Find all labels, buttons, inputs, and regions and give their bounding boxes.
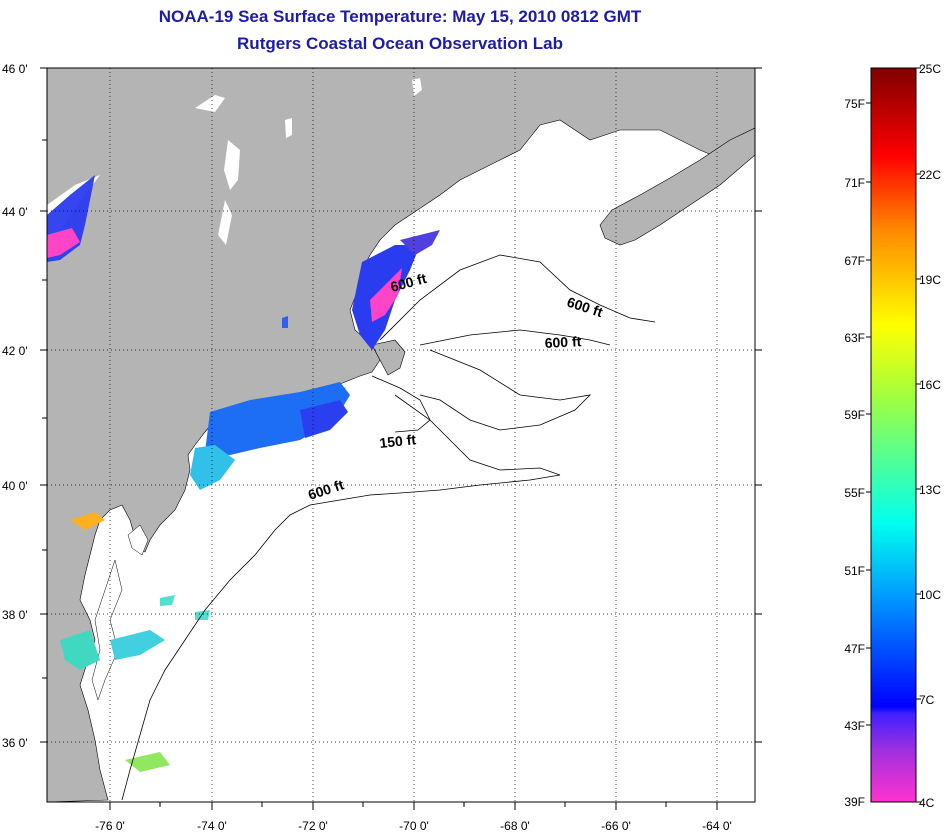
colorbar-f-label: 71F	[844, 176, 865, 190]
chesapeake-bay	[91, 559, 123, 701]
colorbar: 75F 71F 67F 63F 59F 55F 51F 47F 43F 39F …	[844, 62, 941, 810]
nova-scotia-land	[599, 127, 755, 246]
lon-label: -68 0'	[500, 819, 530, 833]
colorbar-gradient	[870, 67, 917, 803]
lon-label: -76 0'	[95, 819, 125, 833]
lat-label: 44 0'	[2, 205, 28, 219]
map-subtitle: Rutgers Coastal Ocean Observation Lab	[237, 34, 563, 53]
colorbar-c-label: 7C	[919, 693, 935, 707]
colorbar-f-label: 67F	[844, 254, 865, 268]
delaware-bay	[127, 524, 149, 556]
colorbar-f-label: 63F	[844, 331, 865, 345]
bathymetry-contours	[121, 254, 656, 801]
lat-label: 36 0'	[2, 736, 28, 750]
colorbar-f-label: 55F	[844, 486, 865, 500]
colorbar-c-label: 16C	[919, 378, 941, 392]
colorbar-f-label: 59F	[844, 408, 865, 422]
lat-label: 38 0'	[2, 608, 28, 622]
latitude-labels: 46 0' 44 0' 42 0' 40 0' 38 0' 36 0'	[2, 62, 28, 750]
colorbar-f-label: 39F	[844, 795, 865, 809]
lon-label: -72 0'	[298, 819, 328, 833]
colorbar-c-label: 4C	[919, 796, 935, 810]
contour-label: 600 ft	[544, 333, 582, 351]
colorbar-c-label: 25C	[919, 62, 941, 76]
inland-lakes	[195, 78, 422, 245]
lon-label: -66 0'	[601, 819, 631, 833]
colorbar-c-label: 19C	[919, 273, 941, 287]
colorbar-f-label: 47F	[844, 642, 865, 656]
sst-observations	[47, 175, 440, 772]
map-ticks	[40, 67, 762, 810]
lon-label: -70 0'	[399, 819, 429, 833]
lat-label: 46 0'	[2, 62, 28, 76]
colorbar-f-label: 75F	[844, 97, 865, 111]
colorbar-c-label: 10C	[919, 588, 941, 602]
lat-label: 42 0'	[2, 344, 28, 358]
colorbar-c-label: 13C	[919, 483, 941, 497]
contour-label: 150 ft	[379, 431, 417, 451]
longitude-labels: -76 0' -74 0' -72 0' -70 0' -68 0' -66 0…	[95, 819, 732, 833]
map-title: NOAA-19 Sea Surface Temperature: May 15,…	[158, 7, 642, 26]
cape-cod-land	[371, 339, 406, 376]
colorbar-f-label: 51F	[844, 564, 865, 578]
map-frame	[46, 67, 756, 803]
colorbar-c-label: 22C	[919, 168, 941, 182]
colorbar-f-label: 43F	[844, 719, 865, 733]
lat-label: 40 0'	[2, 479, 28, 493]
lon-label: -74 0'	[197, 819, 227, 833]
lon-label: -64 0'	[702, 819, 732, 833]
